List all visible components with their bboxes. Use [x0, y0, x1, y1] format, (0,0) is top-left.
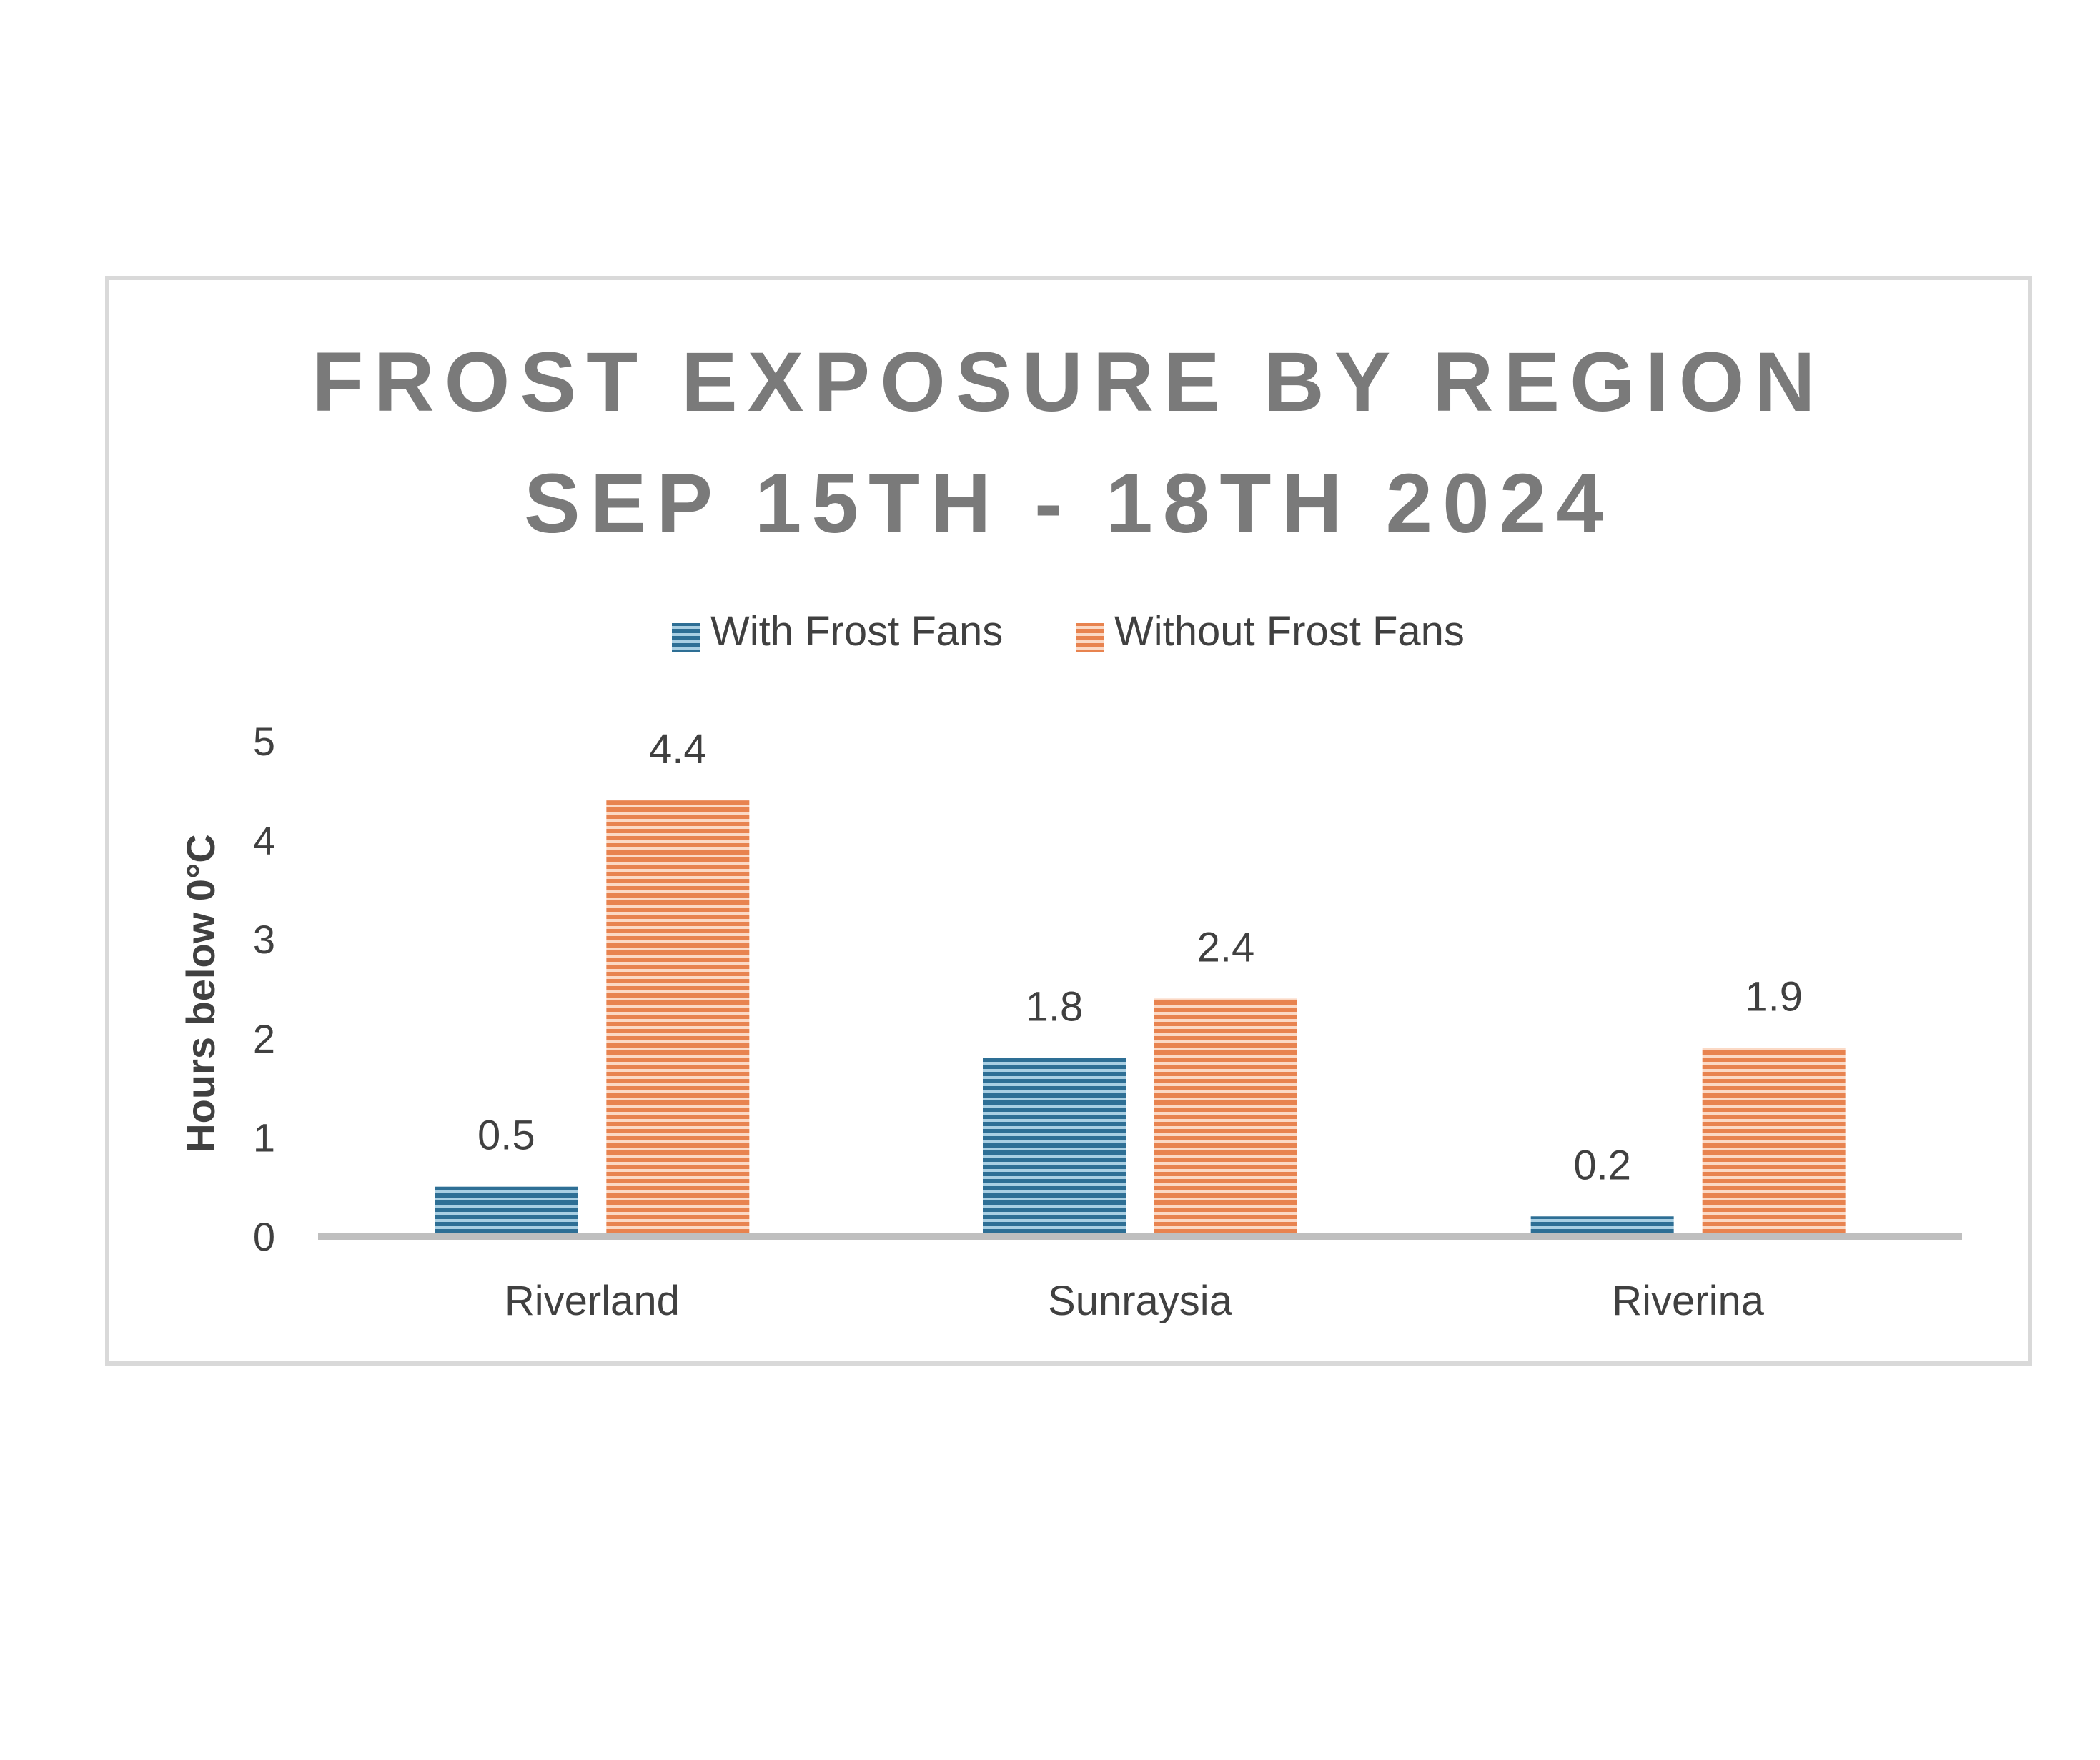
y-tick-label: 2 [253, 1016, 275, 1061]
data-label-without-frost-fans-riverland: 4.4 [649, 726, 707, 772]
bar-without-frost-fans-riverland [606, 800, 750, 1236]
bar-with-frost-fans-sunraysia [983, 1058, 1126, 1236]
x-category-label-sunraysia: Sunraysia [1048, 1278, 1233, 1324]
legend: With Frost Fans Without Frost Fans [672, 608, 1465, 655]
x-category-label-riverina: Riverina [1612, 1278, 1764, 1324]
bars [435, 800, 1846, 1236]
data-label-with-frost-fans-riverland: 0.5 [477, 1113, 535, 1159]
x-category-label-riverland: Riverland [505, 1278, 680, 1324]
legend-label-without-frost-fans: Without Frost Fans [1114, 608, 1465, 655]
data-label-without-frost-fans-riverina: 1.9 [1745, 974, 1803, 1020]
bar-without-frost-fans-sunraysia [1154, 998, 1297, 1236]
y-tick-label: 0 [253, 1214, 275, 1259]
data-label-with-frost-fans-sunraysia: 1.8 [1026, 984, 1084, 1030]
legend-label-with-frost-fans: With Frost Fans [710, 608, 1003, 655]
y-axis-ticks: 0 1 2 3 4 5 [253, 719, 275, 1259]
y-axis-label: Hours below 0°C [178, 834, 223, 1153]
chart-title-line-1: FROST EXPOSURE BY REGION [312, 335, 1825, 429]
category-labels: Riverland Sunraysia Riverina [505, 1278, 1765, 1324]
bar-without-frost-fans-riverina [1702, 1048, 1846, 1236]
value-labels: 0.5 4.4 1.8 2.4 0.2 1.9 [477, 726, 1803, 1188]
y-tick-label: 5 [253, 719, 275, 764]
y-tick-label: 3 [253, 917, 275, 962]
legend-swatch-without-frost-fans [1076, 623, 1104, 652]
data-label-with-frost-fans-riverina: 0.2 [1573, 1142, 1631, 1188]
data-label-without-frost-fans-sunraysia: 2.4 [1197, 924, 1255, 970]
bar-with-frost-fans-riverland [435, 1186, 578, 1236]
legend-swatch-with-frost-fans [672, 623, 700, 652]
y-tick-label: 1 [253, 1115, 275, 1160]
chart-title-line-2: SEP 15TH - 18TH 2024 [524, 457, 1613, 551]
y-tick-label: 4 [253, 818, 275, 863]
